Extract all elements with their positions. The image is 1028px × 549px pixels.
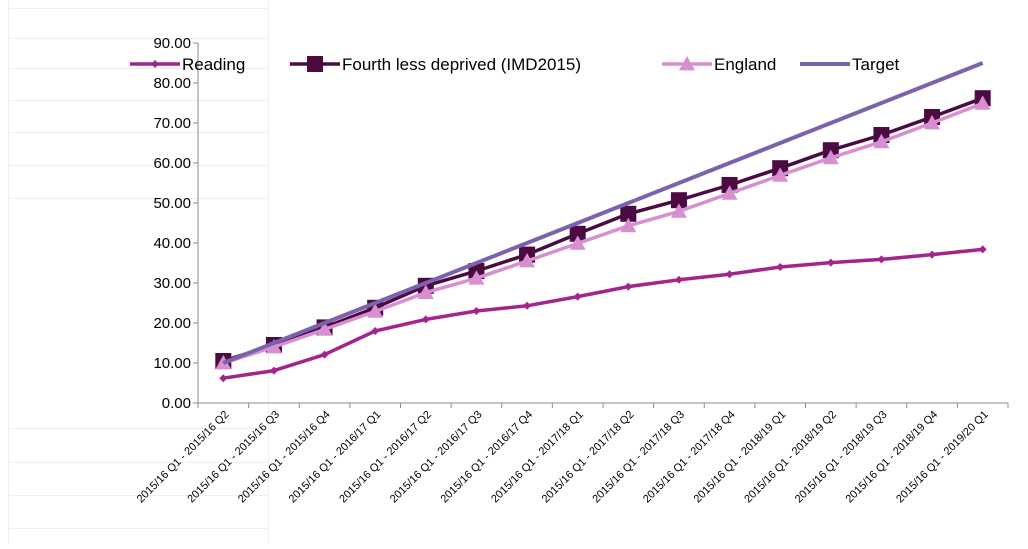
legend-item: Fourth less deprived (IMD2015) [290,55,581,74]
data-point-triangle [679,56,695,71]
data-point-diamond [371,327,380,335]
legend-item: England [662,55,776,74]
data-point-triangle [772,167,789,182]
data-point-diamond [978,245,987,254]
data-point-triangle [316,321,333,336]
data-point-diamond [523,301,532,310]
data-point-square [569,225,586,242]
sheet-gridline [8,495,268,496]
sheet-gridline [8,68,268,69]
data-point-triangle [417,284,434,299]
data-point-triangle [620,217,637,233]
x-tick-label: 2015/16 Q1 - 2017/18 Q3 [590,409,687,506]
sheet-gridline [8,132,268,133]
data-point-triangle [265,339,282,354]
x-tick-label: 2015/16 Q1 - 2019/20 Q1 [894,409,991,506]
legend-label: England [714,55,776,74]
legend-label: Fourth less deprived (IMD2015) [342,55,581,74]
x-tick-label: 2015/16 Q1 - 2018/19 Q2 [742,409,839,506]
x-tick-label: 2015/16 Q1 - 2015/16 Q4 [236,409,333,506]
series-line [222,96,984,363]
series-reading [219,245,987,383]
legend-label: Target [852,55,900,74]
legend-label: Reading [182,55,245,74]
data-point-diamond [624,282,633,291]
y-tick-label: 20.00 [153,315,191,332]
data-point-diamond [826,258,835,267]
data-point-square [721,177,738,193]
sheet-gridline [8,165,268,166]
sheet-gridline [8,8,268,9]
data-point-square [620,205,637,222]
series-line [223,247,983,380]
y-tick-label: 60.00 [153,155,191,172]
series-england [215,95,991,370]
background-sheet [0,0,270,544]
series-line [222,101,984,365]
series-lines [215,61,991,383]
y-tick-label: 40.00 [153,235,191,252]
x-tick-label: 2015/16 Q1 - 2018/19 Q4 [843,409,940,506]
sheet-gridline [8,462,268,463]
y-tick-label: 30.00 [153,275,191,292]
data-point-diamond [219,374,228,383]
data-point-diamond [928,250,937,259]
y-tick-label: 70.00 [153,115,191,132]
data-point-diamond [573,292,582,301]
sheet-gridline [8,528,268,529]
data-point-diamond [320,350,329,359]
y-tick-label: 90.00 [153,35,191,52]
data-point-diamond [877,255,886,264]
data-point-diamond [269,366,278,375]
data-point-diamond [674,275,683,284]
x-tick-label: 2015/16 Q1 - 2015/16 Q2 [135,409,232,506]
series-line [222,61,984,365]
data-point-triangle [519,253,536,268]
x-tick-label: 2015/16 Q1 - 2016/17 Q4 [438,409,535,506]
data-point-triangle [873,133,890,149]
sheet-gridline [8,0,9,544]
series-target [222,61,984,365]
x-tick-label: 2015/16 Q1 - 2017/18 Q4 [641,409,738,506]
data-point-triangle [367,303,384,318]
data-point-diamond [725,270,734,279]
y-tick-label: 10.00 [153,355,191,372]
legend-item: Target [800,55,900,74]
sheet-gridline [8,38,268,39]
data-point-triangle [468,270,485,285]
data-point-square [307,56,323,72]
data-point-triangle [721,185,738,200]
sheet-gridline [268,0,269,544]
sheet-gridline [8,428,268,429]
x-tick-label: 2015/16 Q1 - 2017/18 Q1 [489,409,586,506]
x-tick-label: 2015/16 Q1 - 2018/19 Q1 [692,409,789,506]
legend-item: Reading [130,55,245,74]
x-tick-label: 2015/16 Q1 - 2018/19 Q3 [793,409,890,506]
data-point-triangle [924,115,941,130]
data-point-triangle [822,149,839,165]
data-point-triangle [569,235,586,250]
data-point-diamond [472,307,481,315]
x-tick-label: 2015/16 Q1 - 2016/17 Q2 [337,409,434,506]
y-tick-label: 80.00 [153,75,191,92]
data-point-diamond [151,60,159,68]
data-point-diamond [776,263,785,271]
y-tick-label: 50.00 [153,195,191,212]
y-tick-label: 0.00 [162,395,191,412]
data-point-triangle [974,95,991,110]
sheet-gridline [8,100,268,101]
data-point-diamond [421,315,430,324]
x-tick-label: 2015/16 Q1 - 2015/16 Q3 [185,409,282,506]
data-point-triangle [670,203,687,218]
x-tick-label: 2015/16 Q1 - 2016/17 Q3 [388,409,485,506]
legend: Reading Fourth less deprived (IMD2015) Eng… [130,55,900,74]
data-point-square [670,192,687,209]
x-tick-label: 2015/16 Q1 - 2016/17 Q1 [287,409,384,506]
y-axis-ticks: 0.00 10.00 20.00 30.00 40.00 50.00 60.00 70.00 8… [153,35,198,412]
x-tick-label: 2015/16 Q1 - 2017/18 Q2 [540,409,637,506]
sheet-gridline [8,198,268,199]
